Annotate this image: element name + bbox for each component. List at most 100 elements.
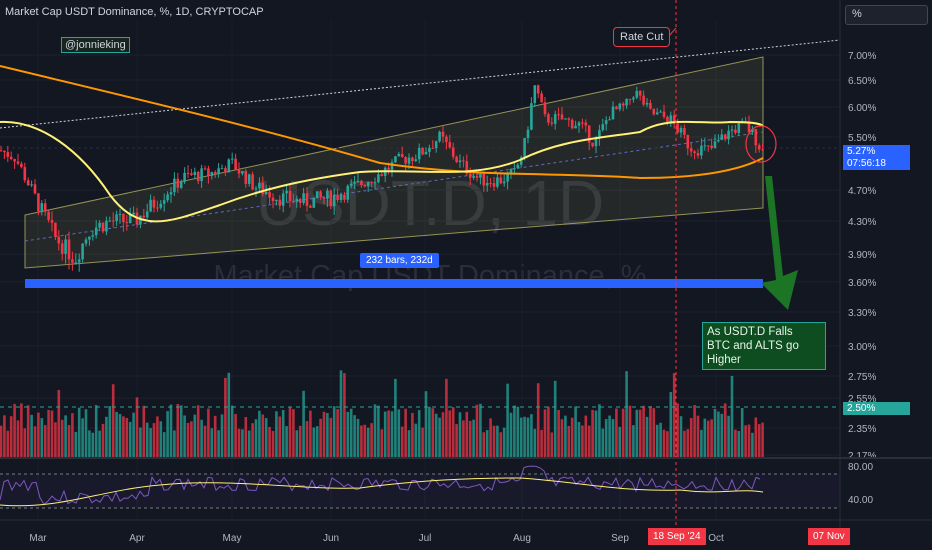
candle-body bbox=[132, 212, 135, 215]
volume-bar bbox=[16, 420, 20, 458]
volume-bar bbox=[241, 429, 244, 458]
candle-body bbox=[669, 115, 673, 124]
volume-bar bbox=[20, 403, 23, 458]
volume-bar bbox=[200, 419, 203, 458]
rate-cut-callout[interactable]: Rate Cut bbox=[613, 27, 671, 47]
price-tick-label: 2.17% bbox=[848, 451, 876, 462]
volume-bar bbox=[387, 410, 390, 458]
price-tick-label: 3.60% bbox=[848, 278, 876, 289]
candle-body bbox=[298, 198, 302, 203]
candle-body bbox=[679, 127, 683, 133]
volume-bar bbox=[587, 425, 591, 458]
volume-bar bbox=[373, 404, 377, 458]
candle-body bbox=[200, 168, 203, 182]
price-tick-label: 7.00% bbox=[848, 51, 876, 62]
candle-body bbox=[64, 239, 67, 254]
candle-body bbox=[642, 95, 645, 105]
time-axis-label: Oct bbox=[708, 533, 724, 544]
candle-body bbox=[632, 97, 635, 100]
volume-bar bbox=[696, 415, 700, 458]
volume-bar bbox=[734, 429, 737, 458]
volume-bar bbox=[723, 403, 727, 458]
candle-body bbox=[499, 177, 503, 184]
volume-bar bbox=[417, 410, 421, 458]
candle-body bbox=[676, 123, 679, 133]
candle-body bbox=[567, 118, 571, 120]
candle-body bbox=[149, 199, 152, 212]
candle-body bbox=[128, 214, 132, 223]
volume-bar bbox=[125, 417, 129, 458]
candle-body bbox=[713, 141, 717, 148]
candle-body bbox=[390, 162, 394, 170]
candle-body bbox=[6, 152, 10, 157]
candle-body bbox=[458, 160, 462, 163]
candle-body bbox=[33, 184, 37, 194]
candle-body bbox=[268, 192, 271, 198]
candle-body bbox=[346, 185, 350, 200]
volume-bar bbox=[584, 415, 588, 458]
rsi-line bbox=[0, 465, 761, 506]
candle-body bbox=[475, 175, 479, 178]
volume-bar bbox=[645, 416, 649, 458]
candle-body bbox=[523, 138, 526, 158]
end-date-tag: 07 Nov bbox=[808, 528, 850, 545]
volume-bar bbox=[237, 428, 241, 458]
volume-bar bbox=[9, 416, 13, 458]
volume-bar bbox=[84, 409, 88, 458]
time-axis-label: Aug bbox=[513, 533, 531, 544]
volume-bar bbox=[363, 424, 367, 458]
candle-body bbox=[193, 171, 197, 176]
candle-body bbox=[557, 114, 560, 116]
candle-body bbox=[166, 194, 169, 201]
forecast-note-line1: As USDT.D Falls bbox=[707, 326, 793, 338]
volume-bar bbox=[475, 404, 479, 458]
candle-body bbox=[625, 98, 628, 106]
candle-body bbox=[720, 134, 724, 140]
volume-bar bbox=[186, 422, 190, 458]
candle-body bbox=[179, 181, 183, 188]
candle-body bbox=[285, 190, 288, 194]
candle-body bbox=[530, 103, 533, 130]
candle-body bbox=[421, 147, 424, 155]
volume-bar bbox=[751, 432, 754, 458]
candle-body bbox=[751, 129, 754, 133]
candle-body bbox=[20, 163, 23, 168]
candle-body bbox=[479, 173, 482, 178]
volume-bar bbox=[349, 408, 353, 458]
candle-body bbox=[570, 119, 574, 129]
candle-body bbox=[295, 198, 299, 202]
volume-bar bbox=[101, 423, 105, 458]
candle-body bbox=[509, 169, 513, 174]
candle-body bbox=[312, 197, 316, 208]
volume-bar bbox=[258, 410, 261, 458]
volume-bar bbox=[710, 419, 713, 458]
volume-bar bbox=[655, 424, 659, 458]
candle-body bbox=[591, 142, 594, 147]
volume-bar bbox=[207, 408, 210, 458]
volume-bar bbox=[162, 432, 166, 458]
candle-body bbox=[288, 190, 292, 202]
volume-bar bbox=[394, 378, 397, 458]
candle-body bbox=[445, 136, 448, 143]
volume-bar bbox=[577, 421, 581, 458]
candle-body bbox=[264, 192, 268, 194]
scale-button[interactable]: % bbox=[845, 5, 928, 25]
candle-body bbox=[186, 172, 190, 174]
candle-body bbox=[23, 167, 27, 181]
volume-bar bbox=[567, 425, 571, 458]
candle-body bbox=[543, 102, 547, 115]
candle-body bbox=[404, 157, 407, 164]
candle-body bbox=[666, 116, 669, 124]
volume-bar bbox=[77, 407, 81, 458]
candle-body bbox=[428, 147, 431, 152]
candle-body bbox=[564, 118, 567, 120]
candle-body bbox=[91, 235, 95, 237]
volume-bar bbox=[132, 412, 135, 458]
volume-bar bbox=[285, 426, 288, 458]
volume-bar bbox=[57, 389, 61, 458]
volume-bar bbox=[122, 416, 125, 458]
volume-bar bbox=[105, 416, 108, 458]
candle-body bbox=[482, 173, 486, 186]
candle-body bbox=[628, 98, 632, 100]
